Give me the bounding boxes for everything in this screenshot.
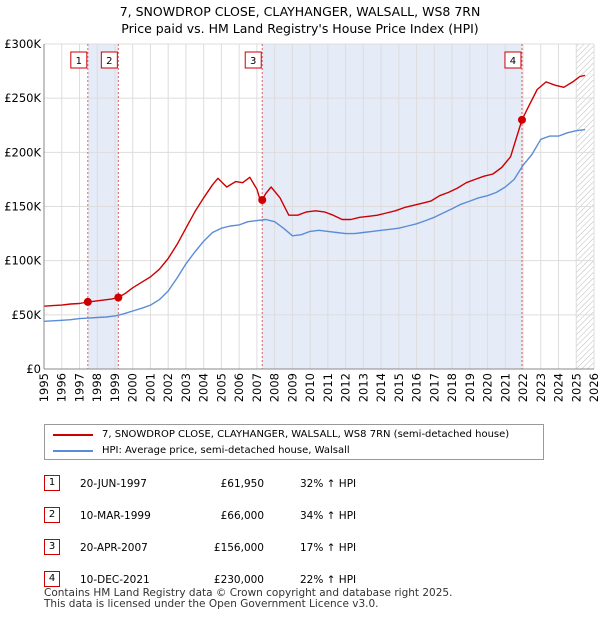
y-tick-label: £250K xyxy=(4,91,41,105)
x-tick-label: 2016 xyxy=(410,373,424,402)
transaction-label-box xyxy=(100,51,118,69)
x-tick-label: 2026 xyxy=(587,373,600,402)
transaction-hpi: 32% ↑ HPI xyxy=(300,478,357,490)
transaction-date: 10-DEC-2021 xyxy=(80,574,150,586)
transaction-number: 4 xyxy=(44,571,60,587)
footer-line-2: This data is licensed under the Open Gov… xyxy=(44,598,379,610)
legend-swatch-hpi xyxy=(53,450,93,452)
transaction-date: 20-APR-2007 xyxy=(80,542,148,554)
x-tick-label: 2024 xyxy=(552,373,566,402)
transaction-number: 3 xyxy=(44,539,60,555)
y-tick-label: £200K xyxy=(4,145,41,159)
x-tick-label: 2025 xyxy=(569,373,583,402)
legend-swatch-property xyxy=(53,434,93,436)
x-tick-label: 2000 xyxy=(126,373,140,402)
transaction-label: 1 xyxy=(76,56,82,67)
transaction-point xyxy=(517,115,526,124)
table-row: 1 20-JUN-1997 £61,950 32% ↑ HPI xyxy=(44,474,444,494)
footer: Contains HM Land Registry data © Crown c… xyxy=(44,588,452,610)
x-tick-label: 2021 xyxy=(498,373,512,402)
legend-label-hpi: HPI: Average price, semi-detached house,… xyxy=(102,445,350,456)
x-tick-label: 2004 xyxy=(197,373,211,402)
chart: 1 2 3 4 £0 £50K £100K £150K £200K £250K £300K 1995 1… xyxy=(4,37,600,402)
x-tick-label: 2018 xyxy=(445,373,459,402)
x-tick-label: 2002 xyxy=(161,373,175,402)
x-tick-label: 2013 xyxy=(356,373,370,402)
x-tick-label: 2012 xyxy=(339,373,353,402)
table-row: 4 10-DEC-2021 £230,000 22% ↑ HPI xyxy=(44,570,444,590)
y-tick-label: £0 xyxy=(26,362,41,376)
x-tick-label: 2003 xyxy=(179,373,193,402)
x-tick-label: 2010 xyxy=(303,373,317,402)
title-line: 7, SNOWDROP CLOSE, CLAYHANGER, WALSALL, … xyxy=(119,4,481,19)
transaction-price: £156,000 xyxy=(213,542,264,554)
series-line-property xyxy=(43,74,586,307)
x-tick-label: 2005 xyxy=(214,373,228,402)
x-tick-label: 2020 xyxy=(481,373,495,402)
transaction-hpi: 22% ↑ HPI xyxy=(300,574,357,586)
x-tick-label: 2022 xyxy=(516,373,530,402)
x-tick-label: 2001 xyxy=(143,373,157,402)
y-tick-label: £50K xyxy=(12,308,42,322)
transaction-hpi: 17% ↑ HPI xyxy=(300,542,357,554)
x-tick-label: 2009 xyxy=(285,373,299,402)
transaction-price: £66,000 xyxy=(220,510,264,522)
y-tick-label: £100K xyxy=(4,254,41,268)
x-tick-label: 2006 xyxy=(232,373,246,402)
transaction-hpi: 34% ↑ HPI xyxy=(300,510,357,522)
chart-title: 7, SNOWDROP CLOSE, CLAYHANGER, WALSALL, … xyxy=(0,3,600,37)
x-tick-label: 1996 xyxy=(55,373,69,402)
transaction-label-box xyxy=(244,51,262,69)
x-tick-label: 2011 xyxy=(321,373,335,402)
transaction-number: 2 xyxy=(44,507,60,523)
x-tick-label: 2014 xyxy=(374,373,388,402)
footer-line-1: Contains HM Land Registry data © Crown c… xyxy=(44,587,453,599)
x-tick-label: 1999 xyxy=(108,373,122,402)
y-tick-label: £150K xyxy=(4,200,41,214)
transaction-label-box xyxy=(504,51,522,69)
transaction-date: 10-MAR-1999 xyxy=(80,510,151,522)
transaction-label: 3 xyxy=(250,56,256,67)
transaction-label-box xyxy=(70,51,88,69)
x-tick-label: 2017 xyxy=(427,373,441,402)
x-tick-label: 1995 xyxy=(37,373,51,402)
legend-label-property: 7, SNOWDROP CLOSE, CLAYHANGER, WALSALL, … xyxy=(102,429,510,440)
x-tick-label: 2015 xyxy=(392,373,406,402)
x-tick-label: 2008 xyxy=(268,373,282,402)
table-row: 2 10-MAR-1999 £66,000 34% ↑ HPI xyxy=(44,506,444,526)
series-line-hpi xyxy=(43,128,586,322)
x-tick-label: 1998 xyxy=(90,373,104,402)
transaction-price: £230,000 xyxy=(213,574,264,586)
x-tick-label: 2023 xyxy=(534,373,548,402)
legend: 7, SNOWDROP CLOSE, CLAYHANGER, WALSALL, … xyxy=(44,424,544,460)
transaction-date: 20-JUN-1997 xyxy=(80,478,147,490)
y-tick-label: £300K xyxy=(4,37,41,51)
transaction-number: 1 xyxy=(44,475,60,491)
transaction-point xyxy=(83,297,92,306)
table-row: 3 20-APR-2007 £156,000 17% ↑ HPI xyxy=(44,538,444,558)
transaction-point xyxy=(258,196,267,204)
transaction-label: 2 xyxy=(106,56,112,67)
x-tick-label: 1997 xyxy=(72,373,86,402)
x-tick-label: 2019 xyxy=(463,373,477,402)
x-tick-label: 2007 xyxy=(250,373,264,402)
subtitle-line: Price paid vs. HM Land Registry's House … xyxy=(121,21,479,36)
transaction-point xyxy=(114,293,123,302)
transaction-label: 4 xyxy=(510,56,516,67)
transaction-price: £61,950 xyxy=(220,478,264,490)
